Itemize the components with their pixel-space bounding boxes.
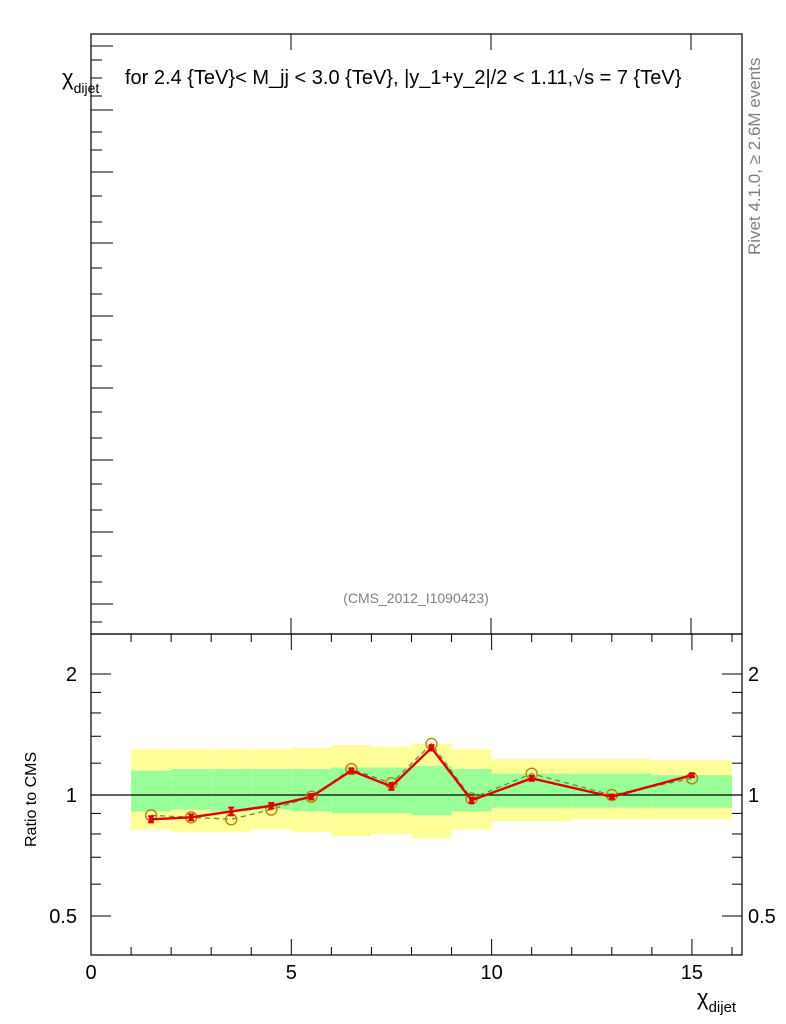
inner-band-4 xyxy=(291,769,332,812)
series-dashed-point-5 xyxy=(345,762,358,776)
series-solid-point-10 xyxy=(609,794,615,800)
main-panel-frame xyxy=(90,33,743,635)
x-axis-label: χdijet xyxy=(697,985,737,1016)
series-dashed-point-4 xyxy=(305,790,318,803)
series-dashed-line xyxy=(151,742,693,820)
series-solid-point-5 xyxy=(348,768,354,774)
series-solid-point-8 xyxy=(469,797,475,803)
inner-band-0 xyxy=(131,770,172,812)
series-solid-point-1 xyxy=(188,814,194,820)
series-solid-point-7 xyxy=(429,745,435,751)
main-x-ticks xyxy=(90,34,692,634)
series-solid-point-11 xyxy=(689,772,695,778)
series-solid-line xyxy=(151,746,693,821)
x-tick-label-1: 5 xyxy=(286,962,297,984)
y-tick-label-right-2: 2 xyxy=(748,664,759,686)
rivet-side-label: Rivet 4.1.0, ≥ 2.6M events xyxy=(745,58,764,255)
series-solid-point-6 xyxy=(388,783,394,789)
main-y-axis-label: χdijet xyxy=(62,65,99,96)
inner-band-11 xyxy=(651,775,732,808)
inner-band-2 xyxy=(211,769,252,812)
series-solid-point-3 xyxy=(268,803,274,809)
x-tick-label-2: 10 xyxy=(480,962,502,984)
series-solid-point-4 xyxy=(308,794,314,800)
series-solid-point-0 xyxy=(148,816,154,822)
ratio-y-axis-label: Ratio to CMS xyxy=(23,752,40,847)
x-tick-label-3: 15 xyxy=(681,962,703,984)
inner-band-7 xyxy=(411,766,452,816)
inner-band-8 xyxy=(451,769,492,812)
y-tick-label-2: 2 xyxy=(66,664,77,686)
y-tick-label-0: 0.5 xyxy=(49,906,77,928)
y-tick-label-1: 1 xyxy=(66,785,77,807)
y-tick-label-right-0: 0.5 xyxy=(748,906,776,928)
analysis-watermark: (CMS_2012_I1090423) xyxy=(343,590,489,606)
series-solid-point-9 xyxy=(529,775,535,781)
series-group xyxy=(144,737,699,826)
chart-title: for 2.4 {TeV}< M_jj < 3.0 {TeV}, |y_1+y_… xyxy=(125,67,682,89)
inner-band-1 xyxy=(171,769,212,810)
ratio-ticks xyxy=(90,634,742,956)
series-solid-point-2 xyxy=(228,808,234,814)
x-tick-label-0: 0 xyxy=(85,962,96,984)
uncertainty-bands xyxy=(131,743,732,839)
main-y-ticks xyxy=(91,45,113,623)
tick-labels: 0 5 10 15 0.5 0.5 1 1 2 2 xyxy=(49,664,776,984)
y-tick-label-right-1: 1 xyxy=(748,785,759,807)
